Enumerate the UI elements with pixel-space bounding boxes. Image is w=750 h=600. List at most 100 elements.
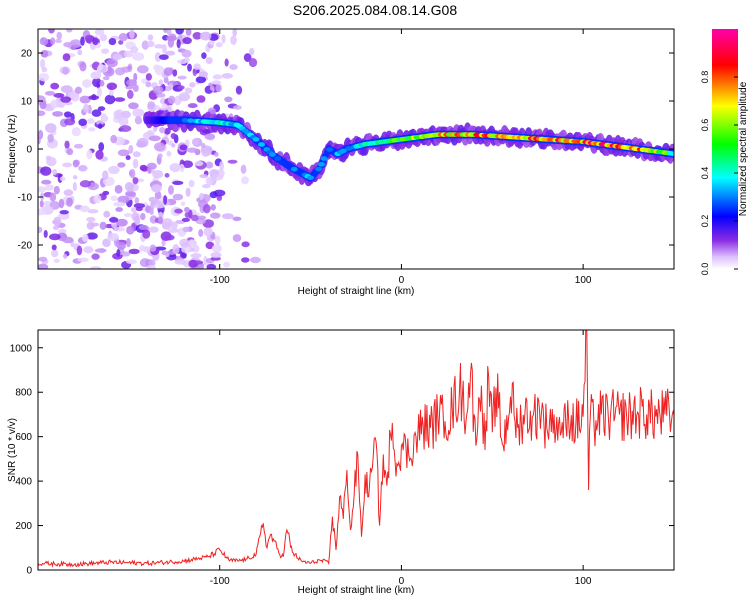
spectrogram-cell xyxy=(211,244,222,253)
spectrogram-cell xyxy=(58,198,65,209)
spectrogram-cell xyxy=(224,58,229,67)
spectrogram-cell xyxy=(187,63,192,72)
spectrogram-cell xyxy=(77,49,83,56)
spectrogram-cell xyxy=(56,31,63,40)
spectrogram-cell xyxy=(81,233,89,243)
spectrogram-cell xyxy=(205,161,214,169)
spectrogram-cell xyxy=(64,118,76,126)
spectrogram-cell xyxy=(198,229,204,237)
spectrogram-cell xyxy=(102,76,110,81)
spectrogram-cell xyxy=(232,216,242,222)
spectrogram-cell xyxy=(181,118,189,123)
spectrogram-cell xyxy=(241,176,249,185)
spectrogram-cell xyxy=(171,143,176,148)
colorbar: 0.0 0.2 0.4 0.6 0.8 Normalized spectral ampl… xyxy=(700,29,749,275)
spectrogram-cell xyxy=(199,192,204,201)
spectrogram-cell xyxy=(147,101,156,109)
spectrogram-cell xyxy=(169,162,181,173)
spectrogram-cell xyxy=(180,201,186,206)
spectrogram-cell xyxy=(126,79,137,87)
spectrogram-cell xyxy=(52,111,64,117)
spectrogram-cell xyxy=(108,37,117,46)
spectrogram-cell xyxy=(210,204,216,211)
spectrogram-cell xyxy=(79,95,91,104)
spectrogram-cell xyxy=(114,67,126,76)
spectrogram-cell xyxy=(63,189,74,197)
spectrogram-cell xyxy=(123,212,132,218)
spectrogram-cell xyxy=(98,142,105,152)
spectrogram-cell xyxy=(241,241,250,248)
spectrogram-cell xyxy=(168,185,174,195)
spectrogram-cell xyxy=(202,204,211,214)
spectrogram-cell xyxy=(100,48,110,55)
spectrogram-cell xyxy=(39,200,44,208)
spectrogram-cell xyxy=(136,137,149,148)
spectrogram-cell xyxy=(166,35,178,42)
spectrogram-cell xyxy=(209,85,215,91)
spectrogram-cell xyxy=(91,109,102,117)
snr-y-tick-label: 400 xyxy=(15,477,32,488)
spectrogram-cell xyxy=(62,67,69,75)
spectrogram-cell xyxy=(79,180,91,188)
spectrogram-cell xyxy=(82,103,90,114)
spectrogram-cell xyxy=(258,142,266,147)
spectrogram-cell xyxy=(73,143,84,149)
spectrogram-cell xyxy=(71,126,81,137)
spectrogram-cell xyxy=(152,85,164,95)
colorbar-tick-label: 0.6 xyxy=(700,119,710,132)
spectrogram-cell xyxy=(110,195,118,202)
snr-frame xyxy=(37,329,675,571)
spectrogram-cell xyxy=(99,221,107,230)
spectrogram-cell xyxy=(206,263,217,269)
spectrogram-cell xyxy=(203,255,208,266)
spectrogram-cell xyxy=(59,210,69,215)
snr-plot-area xyxy=(38,330,674,570)
spectrogram-cell xyxy=(145,73,152,81)
spectrogram-cell xyxy=(227,159,238,164)
spectrogram-cell xyxy=(187,118,195,123)
spectrogram-cell xyxy=(158,79,164,86)
spectrogram-cell xyxy=(161,103,168,111)
spectrogram-cell xyxy=(199,174,209,179)
spectrogram-cell xyxy=(138,224,149,230)
spectrogram-cell xyxy=(136,65,149,74)
spectrogram-cell xyxy=(108,217,119,223)
spectrogram-cell xyxy=(168,228,180,233)
spectrogram-cell xyxy=(130,46,139,54)
spectrogram-cell xyxy=(76,245,83,256)
spectrogram-cell xyxy=(179,252,187,258)
spectrogram-cell xyxy=(189,82,196,88)
spectrogram-cell xyxy=(55,38,62,44)
spectrogram-cell xyxy=(51,244,57,251)
spectrogram-cell xyxy=(233,105,242,110)
spectrogram-cell xyxy=(72,175,78,180)
spectrogram-cell xyxy=(47,133,54,143)
spectrogram-cell xyxy=(116,218,128,227)
spectrogram-cell xyxy=(83,246,94,254)
spectrogram-cell xyxy=(172,180,184,186)
spectrogram-cell xyxy=(149,208,154,215)
spectrogram-cell xyxy=(195,76,207,84)
spectrogram-cell xyxy=(179,238,190,248)
spectrogram-cell xyxy=(113,110,123,120)
spectrogram-cell xyxy=(96,80,101,89)
spectrogram-y-axis-label: Frequency (Hz) xyxy=(7,115,18,184)
spectrogram-y-tick-label: 20 xyxy=(21,49,33,60)
spectrogram-cell xyxy=(77,257,89,262)
spectrogram-cell xyxy=(205,176,214,186)
spectrogram-cell xyxy=(125,155,131,161)
spectrogram-cell xyxy=(86,221,95,230)
spectrogram-cell xyxy=(209,168,220,177)
snr-line xyxy=(38,330,674,568)
spectrogram-cell xyxy=(221,73,233,79)
spectrogram-cell xyxy=(205,241,215,250)
spectrogram-cell xyxy=(148,226,159,233)
spectrogram-cell xyxy=(142,229,151,239)
spectrogram-cell xyxy=(161,250,169,256)
spectrogram-cell xyxy=(167,95,176,104)
spectrogram-x-tick-label: 100 xyxy=(575,275,592,286)
spectrogram-cell xyxy=(62,53,71,62)
spectrogram-cell xyxy=(52,168,58,176)
spectrogram-cell xyxy=(97,87,102,97)
